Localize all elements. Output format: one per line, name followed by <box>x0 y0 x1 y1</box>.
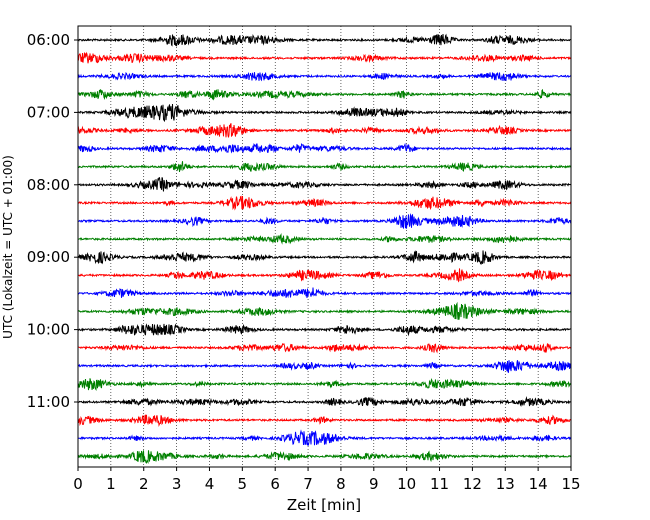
trace-0800 <box>77 176 572 192</box>
trace-0915 <box>77 268 572 283</box>
trace-0600 <box>77 33 572 47</box>
trace-0845 <box>77 232 572 245</box>
trace-0715 <box>77 123 572 138</box>
trace-1015 <box>77 342 572 354</box>
trace-1145 <box>77 450 572 465</box>
y-tick-label: 10:00 <box>27 321 70 339</box>
trace-0630 <box>77 71 572 82</box>
y-axis-label: UTC (Lokalzeit = UTC + 01:00) <box>1 155 15 339</box>
seismic-traces <box>77 33 572 465</box>
trace-0815 <box>77 195 572 211</box>
x-tick-label: 3 <box>172 475 182 493</box>
trace-0900 <box>77 250 572 265</box>
y-tick-label: 09:00 <box>27 248 70 266</box>
trace-0645 <box>77 88 572 101</box>
y-tick-label: 07:00 <box>27 103 70 121</box>
x-tick-label: 8 <box>336 475 346 493</box>
trace-1000 <box>77 323 572 337</box>
x-tick-label: 2 <box>139 475 149 493</box>
trace-0615 <box>77 51 572 64</box>
x-tick-label: 0 <box>73 475 83 493</box>
trace-1115 <box>77 414 572 427</box>
trace-0830 <box>77 213 572 229</box>
x-tick-label: 5 <box>238 475 248 493</box>
x-tick-label: 13 <box>496 475 515 493</box>
x-tick-label: 6 <box>270 475 280 493</box>
trace-0730 <box>77 142 572 154</box>
y-tick-label: 06:00 <box>27 31 70 49</box>
x-tick-label: 7 <box>303 475 313 493</box>
trace-1130 <box>77 429 572 447</box>
trace-0745 <box>77 161 572 172</box>
trace-0700 <box>77 103 572 123</box>
x-tick-label: 12 <box>463 475 482 493</box>
plot-frame <box>77 25 572 468</box>
x-tick-label: 1 <box>106 475 116 493</box>
trace-1045 <box>77 377 572 392</box>
trace-0945 <box>77 301 572 320</box>
trace-1100 <box>77 396 572 407</box>
x-tick-label: 9 <box>369 475 379 493</box>
x-axis: 0 1 2 3 4 5 6 7 8 9 10 11 12 13 14 15 <box>73 467 581 493</box>
trace-1030 <box>77 360 572 374</box>
trace-0930 <box>78 287 572 299</box>
x-tick-label: 10 <box>397 475 416 493</box>
x-tick-label: 11 <box>430 475 449 493</box>
x-tick-label: 14 <box>529 475 548 493</box>
y-tick-label: 08:00 <box>27 176 70 194</box>
x-tick-label: 4 <box>205 475 215 493</box>
x-tick-label: 15 <box>561 475 580 493</box>
y-axis: 06:00 07:00 08:00 09:00 10:00 11:00 <box>27 31 78 411</box>
y-tick-label: 11:00 <box>27 393 70 411</box>
x-axis-label: Zeit [min] <box>287 496 361 514</box>
